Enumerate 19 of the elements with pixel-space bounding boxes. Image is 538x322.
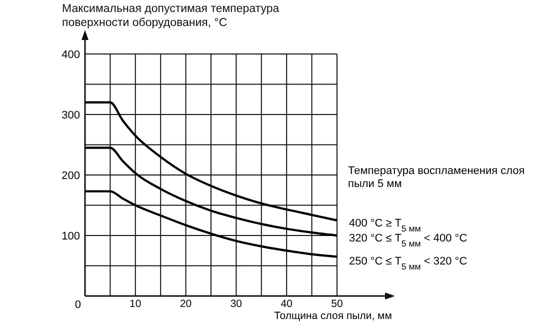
x-axis-title: Толщина слоя пыли, мм <box>274 310 392 322</box>
x-tick-label: 20 <box>180 298 192 310</box>
x-tick-label: 40 <box>280 298 293 310</box>
x-tick-label: 10 <box>130 298 142 310</box>
x-tick-label: 30 <box>230 298 242 310</box>
y-tick-label: 200 <box>62 170 80 182</box>
series-label: 320 °C ≤ T$_{5 мм}$ < 400 °C <box>349 232 468 248</box>
series-label: 400 °C ≥ T$_{5 мм}$ <box>349 217 421 234</box>
line-series <box>84 190 338 258</box>
y-tick-label: 0 <box>74 299 81 311</box>
line-series <box>84 101 338 222</box>
legend-title: Температура воспламенения слоя пыли 5 мм <box>348 165 525 190</box>
line-series <box>84 146 338 237</box>
y-axis-title: Максимальная допустимая температура поверхности оборудования, °C <box>62 3 280 29</box>
y-tick-label: 300 <box>62 110 80 122</box>
y-tick-label: 400 <box>62 49 80 61</box>
y-tick-label: 100 <box>62 230 80 242</box>
x-tick-label: 50 <box>331 298 343 310</box>
series-label: 250 °C ≤ T$_{5 мм}$ < 320 °C <box>349 256 468 272</box>
